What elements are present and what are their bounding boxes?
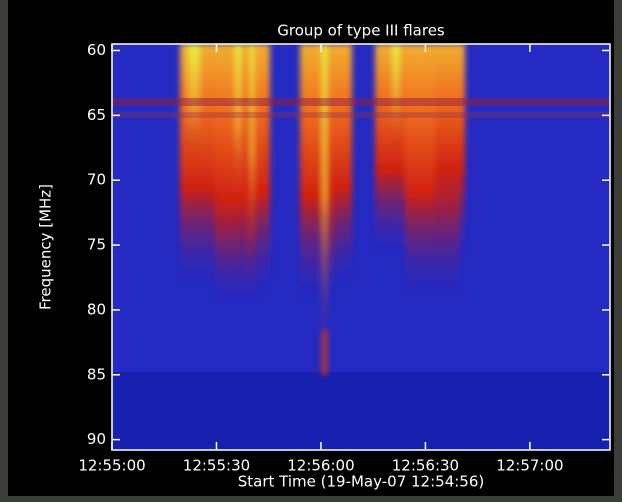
burst-core xyxy=(235,44,241,204)
burst-core xyxy=(250,44,254,264)
y-tick-label: 75 xyxy=(87,236,106,254)
burst xyxy=(435,44,465,254)
y-tick-label: 90 xyxy=(87,430,106,448)
burst xyxy=(300,44,335,299)
x-tick-label: 12:56:30 xyxy=(392,457,459,475)
x-tick-label: 12:56:00 xyxy=(287,457,354,475)
burst xyxy=(330,44,352,284)
band xyxy=(112,98,610,106)
spectrogram xyxy=(112,44,610,450)
x-tick-label: 12:55:00 xyxy=(78,457,145,475)
burst-core xyxy=(322,44,327,344)
x-tick-label: 12:55:30 xyxy=(183,457,250,475)
y-tick-label: 80 xyxy=(87,300,106,318)
x-axis-label: Start Time (19-May-07 12:54:56) xyxy=(238,473,484,491)
y-tick-label: 60 xyxy=(87,41,106,59)
page: Group of type III flares Start Time (19-… xyxy=(0,0,622,502)
burst xyxy=(322,330,327,375)
band xyxy=(112,112,610,118)
burst xyxy=(245,44,270,294)
burst xyxy=(375,44,405,254)
y-axis-label: Frequency [MHz] xyxy=(37,184,55,310)
y-tick-label: 70 xyxy=(87,171,106,189)
x-tick-label: 12:57:00 xyxy=(496,457,563,475)
y-tick-label: 85 xyxy=(87,365,106,383)
y-tick-label: 65 xyxy=(87,106,106,124)
chart-title: Group of type III flares xyxy=(277,22,445,40)
band xyxy=(112,372,610,450)
chart: Group of type III flares Start Time (19-… xyxy=(0,0,622,502)
